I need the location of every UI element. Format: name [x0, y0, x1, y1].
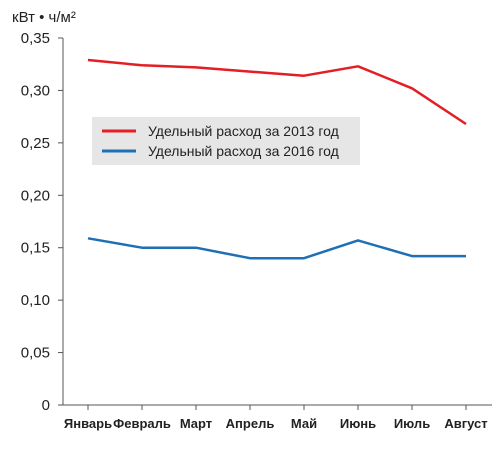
y-tick-label: 0,15: [21, 240, 50, 257]
x-tick-label: Январь: [64, 416, 112, 431]
y-axis-unit-label: кВт • ч/м²: [12, 9, 76, 26]
legend: Удельный расход за 2013 год Удельный рас…: [92, 117, 360, 165]
y-tick-label: 0,25: [21, 135, 50, 152]
x-tick-label: Май: [291, 416, 317, 431]
x-tick-label: Февраль: [113, 416, 171, 431]
x-tick-label: Март: [180, 416, 212, 431]
series-lines: [87, 58, 467, 260]
y-tick-label: 0,10: [21, 292, 50, 309]
x-tick-label: Июль: [394, 416, 430, 431]
y-tick-label: 0,05: [21, 345, 50, 362]
y-tick-labels: 0 0,05 0,10 0,15 0,20 0,25 0,30 0,35: [21, 30, 63, 414]
series-line-1: [87, 237, 466, 260]
y-tick-label: 0,30: [21, 82, 50, 99]
legend-label-2016: Удельный расход за 2016 год: [148, 143, 339, 159]
x-tick-labels: Январь Февраль Март Апрель Май Июнь Июль Август: [64, 405, 488, 431]
y-tick-label: 0: [42, 397, 50, 414]
x-tick-label: Август: [444, 416, 487, 431]
y-tick-label: 0,35: [21, 30, 50, 47]
legend-background: [92, 117, 360, 165]
legend-label-2013: Удельный расход за 2013 год: [148, 123, 339, 139]
x-tick-label: Апрель: [226, 416, 275, 431]
axes: [62, 38, 492, 406]
series-line-0: [87, 58, 467, 126]
y-tick-label: 0,20: [21, 187, 50, 204]
x-tick-label: Июнь: [340, 416, 376, 431]
